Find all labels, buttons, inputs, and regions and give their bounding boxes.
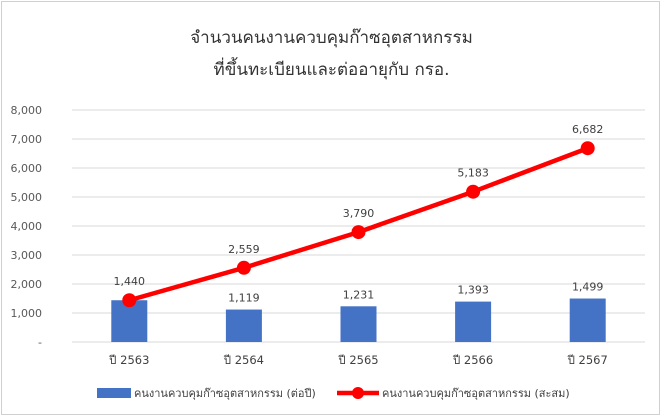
x-axis: ปี 2563 ปี 2564 ปี 2565 ปี 2566 ปี 2567 xyxy=(108,353,607,367)
x-tick-label: ปี 2563 xyxy=(108,353,149,367)
line-point xyxy=(122,293,137,308)
y-tick-label: - xyxy=(38,336,42,349)
legend-label-line: คนงานควบคุมก๊าซอุตสาหกรรม (สะสม) xyxy=(382,387,570,400)
legend-swatch-marker xyxy=(352,387,364,399)
bar xyxy=(340,306,377,342)
chart-title-line-2: ที่ขึ้นทะเบียนและต่ออายุกับ กรอ. xyxy=(213,60,450,80)
bar-data-label: 1,231 xyxy=(343,288,375,301)
line-point xyxy=(351,225,366,240)
bar-data-label: 1,393 xyxy=(457,284,489,297)
x-tick-label: ปี 2567 xyxy=(567,353,608,367)
line-data-label: 6,682 xyxy=(572,123,604,136)
line-series xyxy=(122,141,595,308)
bar xyxy=(225,309,262,342)
y-tick-label: 7,000 xyxy=(11,133,43,146)
legend-swatch-bar xyxy=(97,388,131,398)
line-point xyxy=(466,184,481,199)
data-labels: 1,119 1,231 1,393 1,499 1,440 2,559 3,790 5,183… xyxy=(114,123,604,304)
chart-title: จำนวนคนงานควบคุมก๊าซอุตสาหกรรม ที่ขึ้นทะ… xyxy=(0,22,663,86)
x-tick-label: ปี 2566 xyxy=(452,353,493,367)
line-data-label: 5,183 xyxy=(457,167,489,180)
y-tick-label: 1,000 xyxy=(11,307,43,320)
y-axis: - 1,000 2,000 3,000 4,000 5,000 6,000 7,000 8,00… xyxy=(11,104,43,349)
line-path xyxy=(128,146,589,303)
y-tick-label: 4,000 xyxy=(11,220,43,233)
x-tick-label: ปี 2565 xyxy=(338,353,379,367)
bar-data-label: 1,119 xyxy=(228,292,260,305)
line-point xyxy=(580,141,595,156)
legend: คนงานควบคุมก๊าซอุตสาหกรรม (ต่อปี) คนงานคว… xyxy=(97,387,570,400)
y-tick-label: 3,000 xyxy=(11,249,43,262)
line-point xyxy=(236,260,251,275)
line-data-label: 1,440 xyxy=(114,275,146,288)
line-data-label: 2,559 xyxy=(228,243,260,256)
y-tick-label: 2,000 xyxy=(11,278,43,291)
bar xyxy=(569,298,606,342)
y-tick-label: 8,000 xyxy=(11,104,43,117)
bar-data-label: 1,499 xyxy=(572,281,604,294)
y-tick-label: 6,000 xyxy=(11,162,43,175)
bar xyxy=(455,301,492,342)
line-data-label: 3,790 xyxy=(343,207,375,220)
bar-series xyxy=(111,298,606,342)
y-tick-label: 5,000 xyxy=(11,191,43,204)
chart-title-line-1: จำนวนคนงานควบคุมก๊าซอุตสาหกรรม xyxy=(190,28,473,48)
legend-label-bar: คนงานควบคุมก๊าซอุตสาหกรรม (ต่อปี) xyxy=(134,387,316,400)
x-tick-label: ปี 2564 xyxy=(223,353,264,367)
